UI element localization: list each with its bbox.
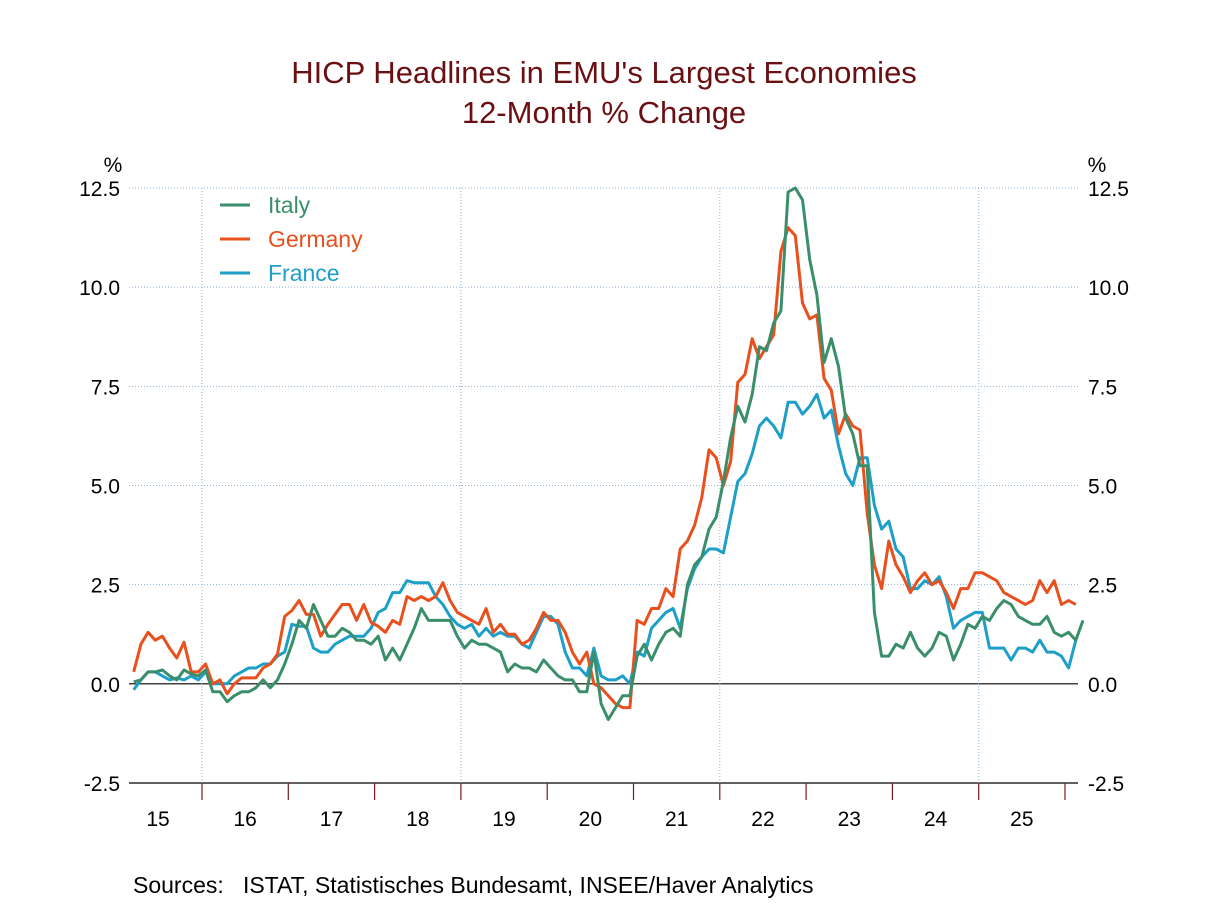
sources-label: Sources: <box>133 872 224 898</box>
y-tick-label-right: 12.5 <box>1088 178 1129 201</box>
y-tick-label-left: 5.0 <box>91 476 120 499</box>
chart-title: HICP Headlines in EMU's Largest Economie… <box>291 55 917 90</box>
chart-subtitle: 12-Month % Change <box>461 95 747 130</box>
x-tick-label: 17 <box>320 808 343 831</box>
x-tick-label: 18 <box>406 808 429 831</box>
y-tick-label-left: 7.5 <box>91 376 120 399</box>
x-tick-label: 23 <box>838 808 861 831</box>
y-axis-right-label: % <box>1088 154 1107 177</box>
series-line-italy <box>133 186 1085 721</box>
sources-note: Sources: ISTAT, Statistisches Bundesamt,… <box>133 872 813 899</box>
legend-label-italy: Italy <box>268 192 311 218</box>
y-tick-label-left: 0.0 <box>91 674 120 697</box>
y-tick-label-left: 12.5 <box>79 178 120 201</box>
y-tick-label-right: 10.0 <box>1088 277 1129 300</box>
y-tick-label-right: 7.5 <box>1088 376 1117 399</box>
series-line-france <box>132 392 1078 691</box>
x-tick-label: 22 <box>751 808 774 831</box>
y-tick-label-right: 5.0 <box>1088 476 1117 499</box>
y-axis-left-label: % <box>104 154 123 177</box>
series-line-germany <box>132 226 1077 710</box>
legend-label-france: France <box>268 260 340 286</box>
legend-label-germany: Germany <box>268 226 363 252</box>
x-tick-label: 24 <box>924 808 948 831</box>
x-tick-label: 15 <box>146 808 169 831</box>
x-tick-label: 16 <box>233 808 256 831</box>
x-tick-label: 20 <box>579 808 602 831</box>
y-tick-label-left: -2.5 <box>84 773 120 796</box>
y-tick-label-left: 10.0 <box>79 277 120 300</box>
y-tick-label-left: 2.5 <box>91 575 120 598</box>
x-tick-label: 19 <box>492 808 515 831</box>
x-tick-label: 25 <box>1010 808 1033 831</box>
x-tick-label: 21 <box>665 808 688 831</box>
y-tick-label-right: 2.5 <box>1088 575 1117 598</box>
y-tick-label-right: -2.5 <box>1088 773 1124 796</box>
y-tick-label-right: 0.0 <box>1088 674 1117 697</box>
sources-text: ISTAT, Statistisches Bundesamt, INSEE/Ha… <box>242 872 814 898</box>
